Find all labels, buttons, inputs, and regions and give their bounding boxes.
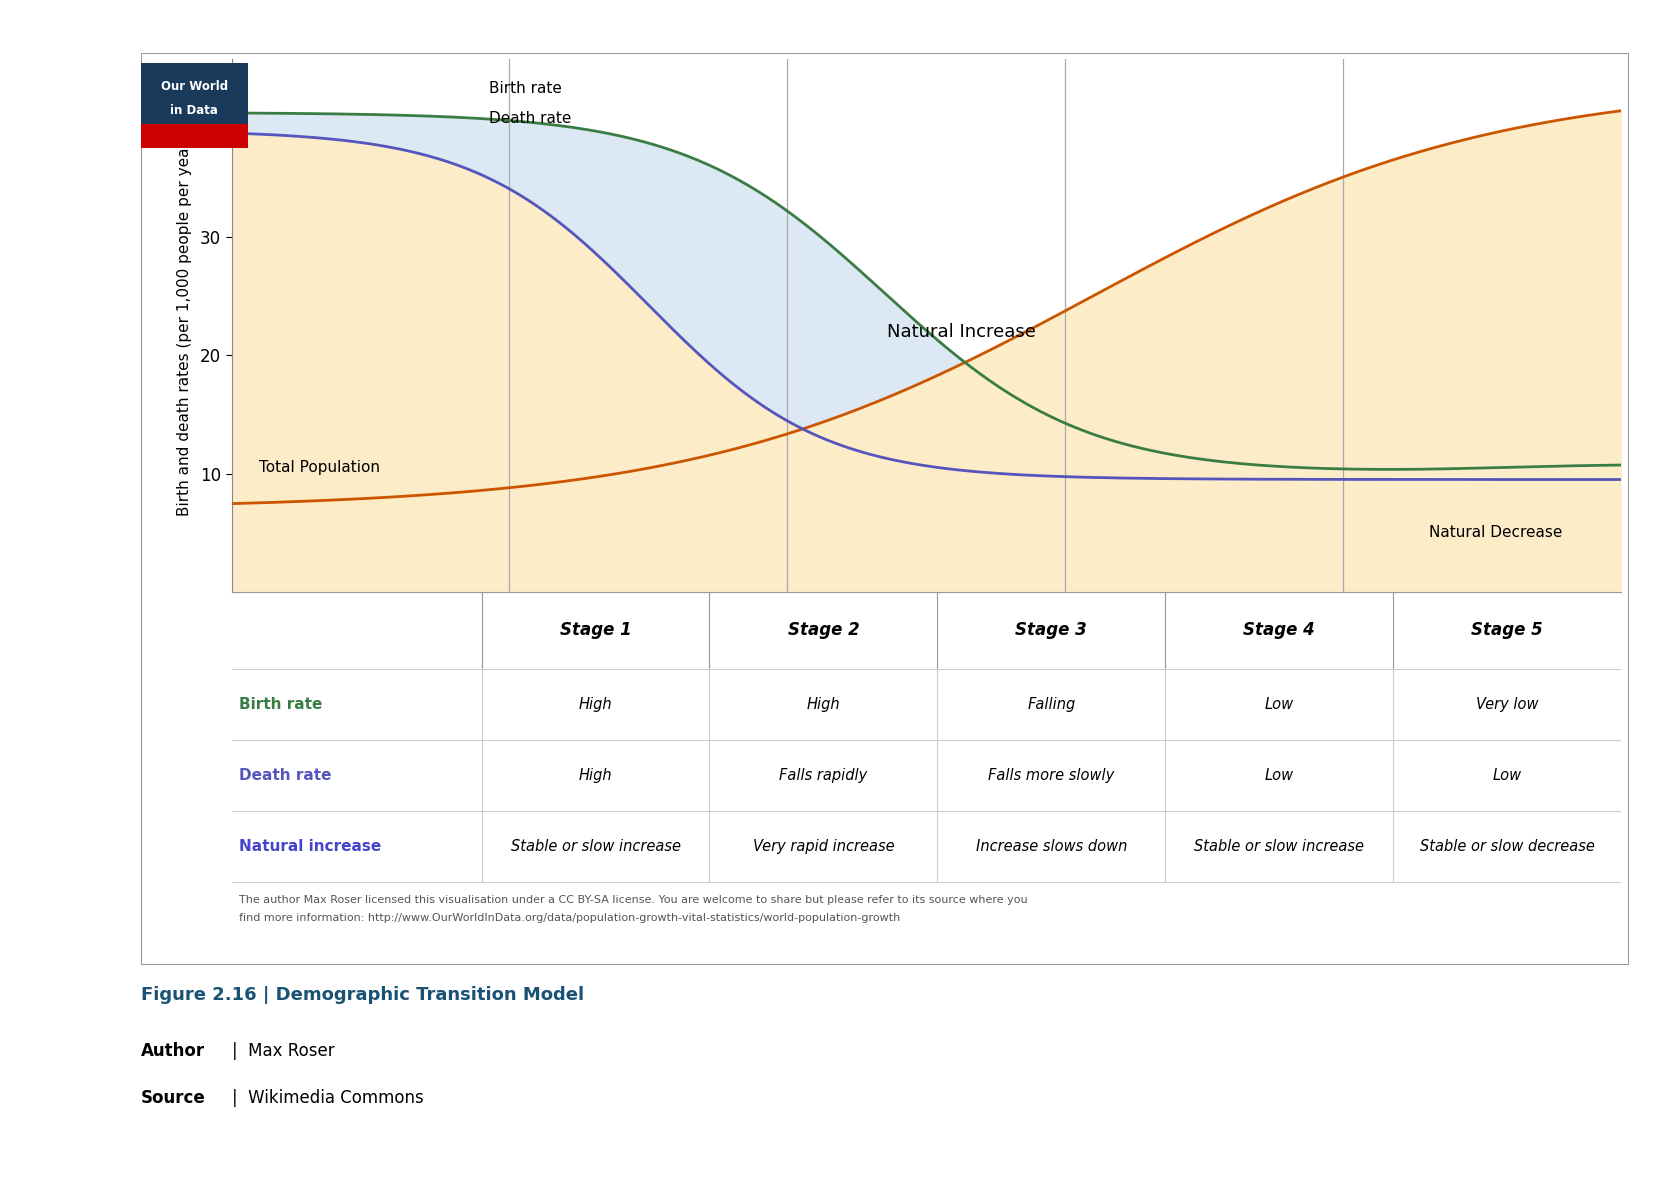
Text: Low: Low [1492,768,1522,783]
Text: Stage 3: Stage 3 [1016,622,1087,639]
Bar [141,124,248,148]
Text: Total Population: Total Population [260,461,380,475]
Text: Low: Low [1265,697,1293,712]
Text: in Data: in Data [170,104,218,117]
Text: Birth rate: Birth rate [238,697,323,712]
Text: Very low: Very low [1475,697,1538,712]
Text: |  Max Roser: | Max Roser [232,1042,334,1060]
Text: Stage 4: Stage 4 [1244,622,1315,639]
Text: find more information: http://www.OurWorldInData.org/data/population-growth-vita: find more information: http://www.OurWor… [238,913,900,922]
Text: Source: Source [141,1089,205,1107]
Text: High: High [807,697,840,712]
Text: Falling: Falling [1027,697,1075,712]
Text: Stable or slow increase: Stable or slow increase [511,839,680,854]
Text: Birth rate: Birth rate [488,82,561,96]
Text: Natural Increase: Natural Increase [887,322,1035,341]
Text: High: High [579,697,612,712]
Text: Death rate: Death rate [238,768,331,783]
Text: Our World: Our World [160,81,228,94]
Text: Falls rapidly: Falls rapidly [779,768,868,783]
Text: Author: Author [141,1042,205,1060]
Text: High: High [579,768,612,783]
Text: Very rapid increase: Very rapid increase [753,839,895,854]
Text: Stable or slow decrease: Stable or slow decrease [1419,839,1594,854]
Text: Stage 2: Stage 2 [787,622,860,639]
Text: Low: Low [1265,768,1293,783]
Text: Stage 1: Stage 1 [559,622,632,639]
Text: Natural Decrease: Natural Decrease [1429,526,1563,540]
Text: Stable or slow increase: Stable or slow increase [1194,839,1365,854]
Text: Figure 2.16 | Demographic Transition Model: Figure 2.16 | Demographic Transition Mod… [141,986,584,1004]
Y-axis label: Birth and death rates (per 1,000 people per year): Birth and death rates (per 1,000 people … [177,135,192,516]
Text: |  Wikimedia Commons: | Wikimedia Commons [232,1089,423,1107]
Text: Falls more slowly: Falls more slowly [987,768,1115,783]
Text: Increase slows down: Increase slows down [976,839,1126,854]
Text: Death rate: Death rate [488,111,571,126]
Text: Stage 5: Stage 5 [1470,622,1543,639]
Text: The author Max Roser licensed this visualisation under a CC BY-SA license. You a: The author Max Roser licensed this visua… [238,895,1027,906]
Text: Natural increase: Natural increase [238,839,380,854]
